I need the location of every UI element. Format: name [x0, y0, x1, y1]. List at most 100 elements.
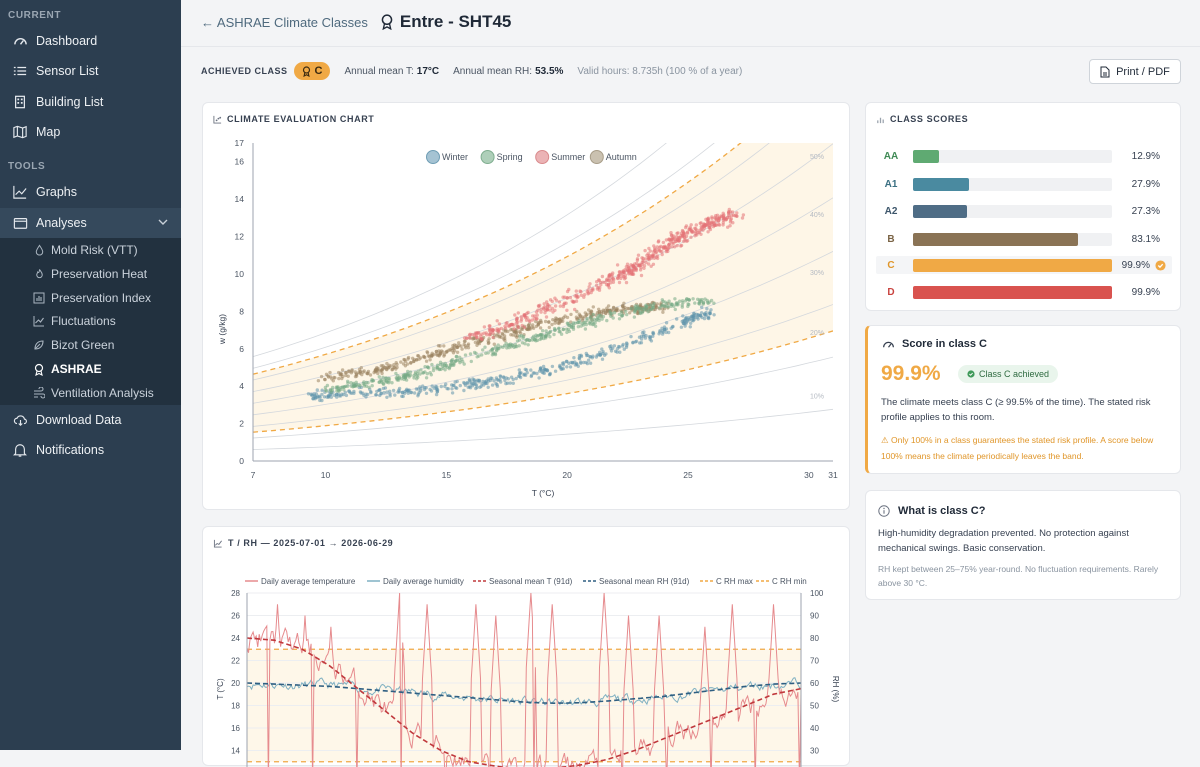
legend-label: Seasonal mean T (91d): [489, 577, 573, 586]
data-point: [395, 377, 399, 381]
y-tick-label: 17: [235, 138, 245, 148]
climate-chart-title: CLIMATE EVALUATION CHART: [227, 114, 375, 124]
score-bar: [913, 149, 939, 163]
data-point: [557, 327, 561, 331]
data-point: [566, 327, 571, 331]
data-point: [513, 344, 518, 349]
data-point: [544, 329, 548, 333]
data-point: [651, 303, 655, 308]
data-point: [637, 264, 641, 268]
x-tick-label: 7: [251, 470, 256, 480]
data-point: [425, 350, 429, 354]
data-point: [586, 292, 590, 296]
data-point: [366, 371, 370, 375]
data-point: [487, 337, 491, 341]
data-point: [565, 365, 569, 369]
data-point: [490, 383, 495, 387]
back-link[interactable]: ← ASHRAE Climate Classes: [201, 14, 368, 30]
data-point: [682, 231, 686, 236]
data-point: [474, 351, 478, 355]
sidebar-item-dashboard[interactable]: Dashboard: [0, 26, 181, 56]
data-point: [486, 351, 490, 355]
data-point: [381, 386, 386, 391]
sidebar-subitem-fluctuations[interactable]: Fluctuations: [0, 309, 181, 333]
sidebar-subitem-ventilation-analysis[interactable]: Ventilation Analysis: [0, 381, 181, 405]
right-tick-label: 30: [810, 747, 819, 756]
data-point: [421, 384, 425, 388]
data-point: [548, 329, 553, 334]
data-point: [510, 322, 514, 327]
data-point: [438, 344, 442, 348]
data-point: [545, 368, 550, 373]
score-track: [913, 285, 1112, 299]
file-icon: [1100, 66, 1110, 78]
data-point: [544, 336, 548, 340]
data-point: [505, 381, 510, 385]
sidebar-item-sensor-list[interactable]: Sensor List: [0, 56, 181, 86]
data-point: [542, 367, 547, 371]
page-title: Entre - SHT45: [399, 12, 512, 31]
sidebar-item-download-data[interactable]: Download Data: [0, 405, 181, 435]
data-point: [618, 350, 622, 354]
sidebar-subitem-bizot-green[interactable]: Bizot Green: [0, 333, 181, 357]
mean-t-value: 17°C: [416, 65, 440, 77]
data-point: [603, 308, 607, 312]
data-point: [682, 239, 686, 244]
sidebar-item-building-list[interactable]: Building List: [0, 87, 181, 117]
data-point: [455, 354, 459, 359]
sidebar-item-analyses[interactable]: Analyses: [0, 208, 181, 238]
data-point: [701, 228, 705, 232]
data-point: [648, 336, 652, 340]
data-point: [612, 311, 617, 315]
score-row-c: C 99.9%: [876, 256, 1172, 274]
data-point: [622, 347, 626, 351]
data-point: [385, 390, 389, 394]
data-point: [678, 235, 682, 240]
data-point: [674, 302, 678, 306]
data-point: [699, 224, 703, 229]
sidebar-subitem-mold-risk[interactable]: Mold Risk (VTT): [0, 238, 181, 262]
data-point: [696, 317, 700, 321]
data-point: [687, 227, 691, 231]
sidebar-item-map[interactable]: Map: [0, 117, 181, 147]
data-point: [382, 391, 386, 395]
data-point: [583, 327, 588, 331]
data-point: [601, 349, 605, 354]
data-point: [375, 389, 379, 394]
data-point: [611, 271, 615, 275]
data-point: [529, 373, 534, 377]
data-point: [532, 334, 536, 338]
mean-rh-value: 53.5%: [535, 65, 564, 77]
data-point: [594, 355, 599, 359]
sidebar-subitem-preservation-index[interactable]: Preservation Index: [0, 286, 181, 310]
sidebar-subitem-ashrae[interactable]: ASHRAE: [0, 357, 181, 381]
data-point: [450, 391, 455, 395]
data-point: [721, 211, 725, 215]
data-point: [729, 217, 733, 221]
sidebar-subitem-preservation-heat[interactable]: Preservation Heat: [0, 262, 181, 286]
print-pdf-button[interactable]: Print / PDF: [1089, 59, 1181, 84]
data-point: [337, 376, 341, 381]
class-limit-line: [253, 330, 833, 433]
what-card-note: RH kept between 25–75% year-round. No fl…: [878, 564, 1159, 588]
sidebar-item-label: Graphs: [36, 185, 77, 199]
data-point: [714, 223, 718, 227]
data-point: [604, 282, 609, 287]
data-point: [638, 302, 643, 307]
data-point: [586, 358, 591, 362]
trh-chart: 1214161820222426282030405060708090100T (…: [216, 577, 840, 767]
data-point: [683, 236, 687, 240]
sidebar-item-notifications[interactable]: Notifications: [0, 435, 181, 465]
data-point: [328, 370, 332, 375]
data-point: [448, 365, 452, 369]
right-tick-label: 80: [810, 634, 819, 643]
data-point: [588, 320, 593, 324]
data-point: [527, 322, 532, 326]
data-point: [315, 388, 319, 392]
data-point: [620, 344, 625, 348]
data-point: [537, 333, 541, 338]
data-point: [502, 343, 507, 348]
sidebar-item-graphs[interactable]: Graphs: [0, 177, 181, 207]
data-point: [578, 314, 583, 318]
data-point: [518, 374, 522, 378]
